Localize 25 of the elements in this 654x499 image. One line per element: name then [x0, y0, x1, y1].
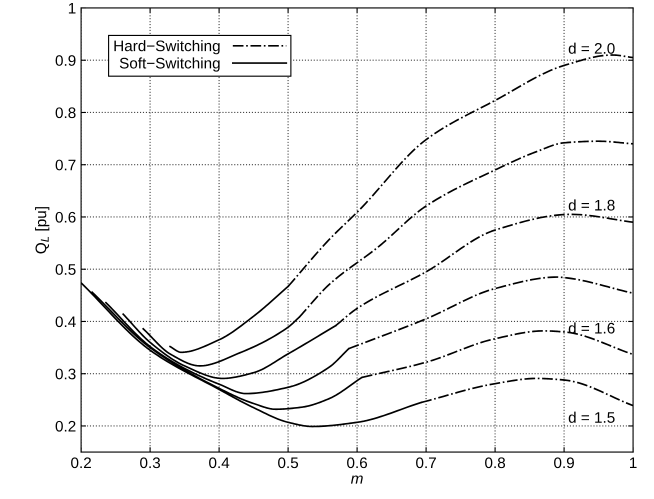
x-tick-label: 0.3 [140, 457, 160, 468]
x-tick-label: 1 [630, 458, 637, 468]
legend-label: Soft−Switching [120, 57, 220, 72]
x-tick-label: 0.9 [554, 457, 574, 468]
annotation: d = 1.8 [568, 199, 615, 211]
y-axis-title: Q$_{L}$ [pu] [35, 207, 50, 254]
y-tick-label: 0.3 [56, 368, 76, 380]
y-tick-label: 0.4 [56, 316, 76, 328]
annotation: d = 2.0 [568, 42, 615, 54]
annotation: d = 1.5 [568, 412, 615, 423]
x-tick-label: 0.7 [416, 457, 436, 468]
x-axis-title: m [350, 475, 363, 484]
y-tick-label: 0.2 [56, 420, 76, 432]
y-tick-label: 0.7 [56, 160, 76, 170]
x-tick-label: 0.4 [209, 457, 230, 468]
y-tick-label: 0.6 [56, 212, 76, 223]
y-tick-label: 0.9 [56, 55, 76, 66]
x-tick-label: 0.2 [71, 457, 91, 468]
y-tick-label: 0.5 [56, 264, 76, 275]
y-tick-label: 1 [68, 3, 76, 14]
x-tick-label: 0.8 [485, 457, 506, 468]
y-tick-label: 0.8 [56, 107, 76, 118]
legend-label: Hard−Switching [114, 40, 220, 54]
x-tick-label: 0.5 [278, 457, 298, 468]
x-tick-label: 0.6 [347, 457, 368, 468]
